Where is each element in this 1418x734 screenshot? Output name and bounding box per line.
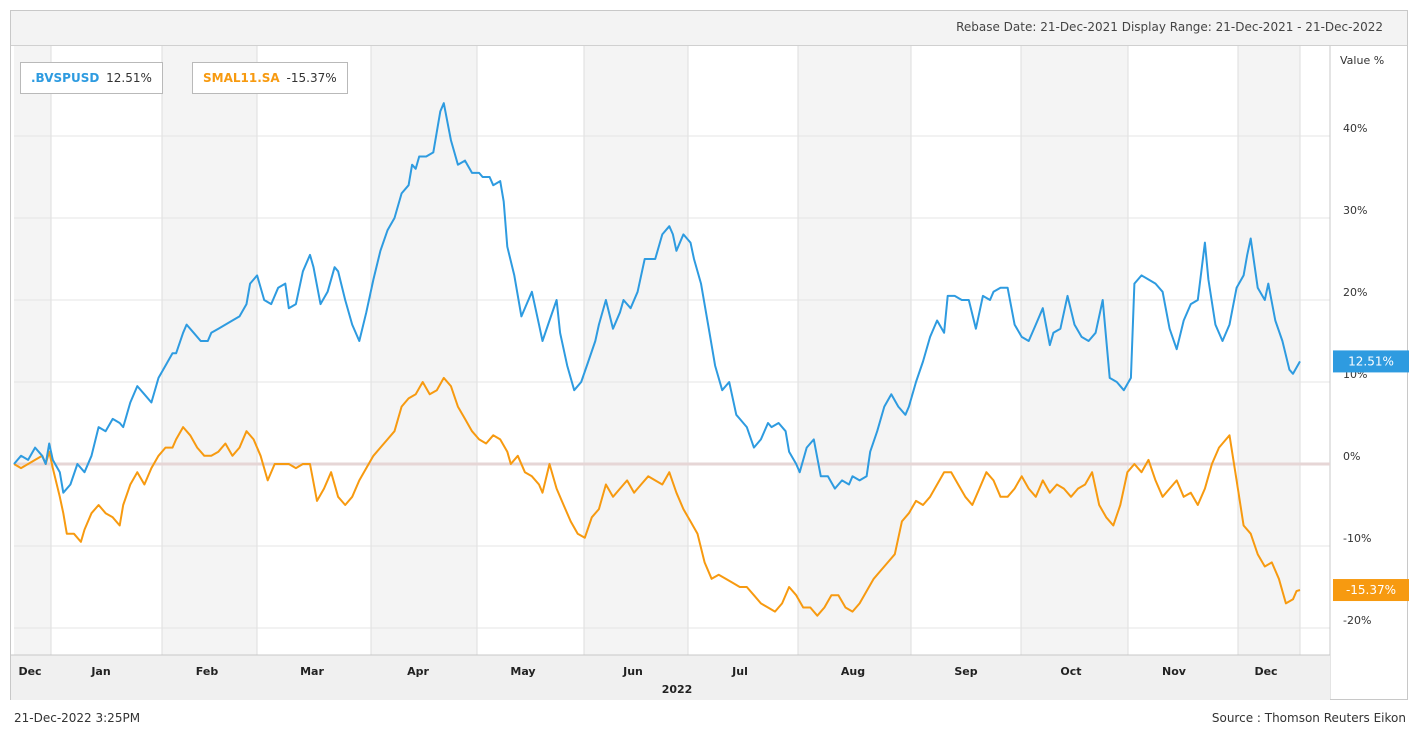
x-month-label: Feb — [196, 665, 219, 678]
last-value-badge — [1333, 350, 1409, 373]
y-tick-label: 0% — [1343, 450, 1360, 463]
header-bar: Rebase Date: 21-Dec-2021 Display Range: … — [11, 11, 1407, 46]
last-value-badges: 12.51% -15.37% — [1333, 350, 1409, 602]
month-band — [798, 46, 911, 655]
series-line-1 — [13, 102, 1301, 494]
last-value-label: -15.37% — [1346, 583, 1396, 597]
month-band — [1238, 46, 1300, 655]
x-month-label: Apr — [407, 665, 429, 678]
y-tick-label: 40% — [1343, 122, 1367, 135]
y-tick-label: 30% — [1343, 204, 1367, 217]
month-band — [14, 46, 51, 655]
x-month-label: Aug — [841, 665, 865, 678]
legend-item-smal11[interactable]: SMAL11.SA -15.37% — [192, 62, 348, 94]
y-tick-label: 20% — [1343, 286, 1367, 299]
x-month-label: May — [510, 665, 535, 678]
x-axis-band — [11, 655, 1330, 700]
y-tick-label: -10% — [1343, 532, 1371, 545]
x-axis: Dec Jan Feb Mar Apr May Jun Jul Aug Sep Oct Nov Dec 2… — [11, 654, 1330, 700]
footer-source: Source : Thomson Reuters Eikon — [1211, 711, 1406, 725]
series-line-2 — [13, 376, 1301, 617]
x-month-label: Nov — [1162, 665, 1187, 678]
x-month-label: Jul — [731, 665, 748, 678]
legend-series-value: -15.37% — [286, 71, 337, 85]
x-month-label: Dec — [18, 665, 41, 678]
y-axis: Value %-20%-10%0%10%20%30%40% — [1340, 54, 1384, 627]
gridlines — [14, 46, 1331, 700]
month-band — [371, 46, 477, 655]
y-tick-label: -20% — [1343, 614, 1371, 627]
legend-item-bvspusd[interactable]: .BVSPUSD 12.51% — [20, 62, 163, 94]
x-month-label: Mar — [300, 665, 324, 678]
x-month-label: Oct — [1060, 665, 1081, 678]
x-month-label: Sep — [954, 665, 977, 678]
legend-series-name: SMAL11.SA — [203, 71, 280, 85]
rebase-date-text: Rebase Date: 21-Dec-2021 Display Range: … — [956, 20, 1383, 34]
x-month-label: Jan — [90, 665, 110, 678]
series-lines — [13, 102, 1301, 617]
x-month-label: Dec — [1254, 665, 1277, 678]
footer-timestamp: 21-Dec-2022 3:25PM — [14, 711, 141, 725]
legend-series-name: .BVSPUSD — [31, 71, 100, 85]
y-axis-title: Value % — [1340, 54, 1384, 67]
month-band — [1021, 46, 1128, 655]
month-band — [584, 46, 688, 655]
x-year-label: 2022 — [662, 683, 693, 696]
alternate-month-bands — [14, 46, 1300, 655]
x-month-label: Jun — [622, 665, 643, 678]
last-value-badge — [1333, 579, 1409, 602]
legend-series-value: 12.51% — [106, 71, 152, 85]
last-value-label: 12.51% — [1348, 354, 1394, 368]
